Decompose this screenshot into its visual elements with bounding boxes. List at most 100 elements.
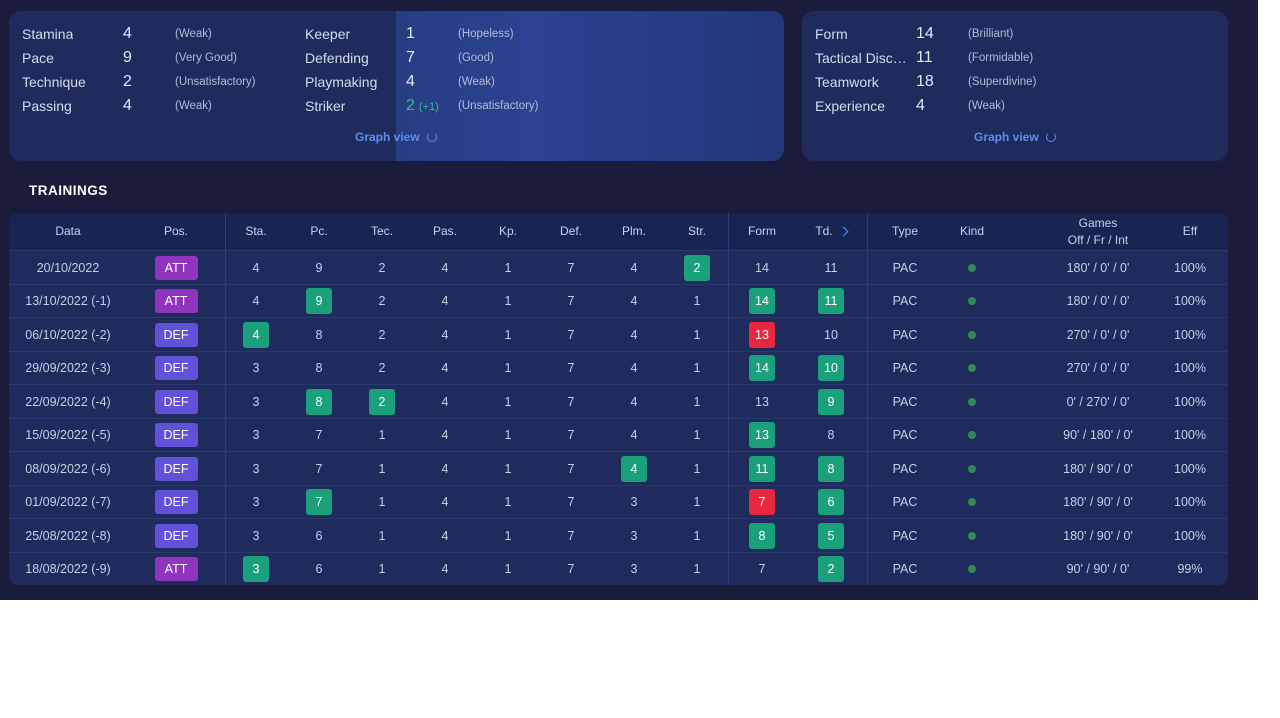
cell-value: 7	[567, 528, 575, 543]
table-row[interactable]: 06/10/2022 (-2) DEF 4 8 2 4 1 7 4 1 13 10 PAC 270' / …	[9, 317, 1228, 351]
column-header-def[interactable]: Def.	[536, 213, 606, 250]
table-row[interactable]: 29/09/2022 (-3) DEF 3 8 2 4 1 7 4 1 14 10 PAC 270' / …	[9, 350, 1228, 385]
cell-td: 8	[796, 419, 866, 452]
increase-badge: 9	[818, 388, 844, 415]
column-header-eff[interactable]: Eff	[1155, 213, 1225, 250]
cell-value: 99%	[1177, 562, 1203, 576]
cell-kp: 1	[473, 352, 543, 385]
form-graph-view-link[interactable]: Graph view	[974, 130, 1056, 144]
cell-value: 7	[567, 260, 575, 275]
cell-games: 180' / 90' / 0'	[1033, 452, 1163, 485]
form-row: Teamwork 18 (Superdivine)	[815, 70, 1075, 94]
skill-value: 4	[406, 73, 415, 90]
cell-type: PAC	[870, 519, 940, 552]
cell-value: 1	[378, 495, 386, 509]
cell-games: 180' / 90' / 0'	[1033, 519, 1163, 552]
header-label: Eff	[1182, 224, 1198, 238]
form-panel: Form 14 (Brilliant) Tactical Discipline 11 (F…	[802, 11, 1228, 161]
skill-value: 7	[406, 49, 415, 66]
column-header-games[interactable]: Games Off / Fr / Int	[1033, 213, 1163, 250]
skill-value: 1	[406, 25, 415, 42]
cell-value: 2	[378, 327, 386, 342]
increase-badge: 11	[818, 288, 844, 314]
cell-eff: 100%	[1155, 385, 1225, 418]
cell-value: 1	[693, 394, 701, 409]
cell-value: 14	[755, 260, 769, 275]
skill-row: Striker 2 (+1) (Unsatisfactory)	[305, 94, 565, 118]
cell-type: PAC	[870, 553, 940, 586]
column-header-date[interactable]: Data	[13, 213, 123, 250]
column-header-plm[interactable]: Plm.	[599, 213, 669, 250]
kind-status-dot	[968, 498, 976, 506]
form-stat-description: (Formidable)	[968, 52, 1034, 64]
skill-value: 4	[123, 97, 132, 114]
cell-value: 4	[441, 528, 449, 543]
cell-value: PAC	[892, 528, 918, 543]
column-header-td[interactable]: Td.	[796, 213, 866, 250]
cell-type: PAC	[870, 419, 940, 452]
cell-value: 4	[441, 461, 449, 476]
cell-pos: ATT	[141, 553, 211, 586]
skills-graph-view-link[interactable]: Graph view	[355, 130, 437, 144]
column-header-pc[interactable]: Pc.	[284, 213, 354, 250]
cell-games: 270' / 0' / 0'	[1033, 352, 1163, 385]
table-row[interactable]: 25/08/2022 (-8) DEF 3 6 1 4 1 7 3 1 8 5 PAC 180' / 90…	[9, 518, 1228, 552]
column-header-type[interactable]: Type	[870, 213, 940, 250]
cell-pas: 4	[410, 352, 480, 385]
cell-value: 3	[252, 361, 260, 375]
increase-badge: 14	[749, 288, 775, 314]
table-row[interactable]: 08/09/2022 (-6) DEF 3 7 1 4 1 7 4 1 11 8 PAC 180' / 9…	[9, 451, 1228, 485]
skill-value: 2 (+1)	[406, 97, 439, 114]
form-stat-value: 18	[916, 73, 934, 90]
cell-date: 13/10/2022 (-1)	[9, 285, 128, 318]
column-header-pos[interactable]: Pos.	[141, 213, 211, 250]
cell-def: 7	[536, 519, 606, 552]
column-header-form[interactable]: Form	[727, 213, 797, 250]
column-header-tec[interactable]: Tec.	[347, 213, 417, 250]
cell-tec: 1	[347, 519, 417, 552]
cell-value: 3	[252, 394, 260, 409]
cell-pc: 9	[284, 251, 354, 284]
position-badge: DEF	[154, 356, 198, 380]
cell-str: 1	[662, 519, 732, 552]
skill-description: (Hopeless)	[458, 28, 514, 40]
position-badge: DEF	[154, 490, 198, 514]
cell-tec: 1	[347, 452, 417, 485]
skill-row: Pace 9 (Very Good)	[22, 46, 282, 70]
cell-value: 1	[693, 294, 701, 308]
column-header-sta[interactable]: Sta.	[221, 213, 291, 250]
table-row[interactable]: 15/09/2022 (-5) DEF 3 7 1 4 1 7 4 1 13 8 PAC 90' / 18…	[9, 417, 1228, 452]
cell-date: 06/10/2022 (-2)	[9, 318, 128, 351]
cell-value: PAC	[892, 562, 918, 576]
cell-kp: 1	[473, 285, 543, 318]
table-row[interactable]: 01/09/2022 (-7) DEF 3 7 1 4 1 7 3 1 7 6 PAC 180' / 90…	[9, 484, 1228, 519]
skills-panel: Stamina 4 (Weak) Pace 9 (Very Good) Technique 2…	[9, 11, 784, 161]
trainings-title: TRAININGS	[29, 183, 108, 198]
increase-badge: 9	[306, 288, 332, 314]
cell-sta: 3	[221, 452, 291, 485]
cell-value: 1	[693, 562, 701, 576]
cell-value: 4	[441, 260, 449, 275]
cell-pc: 8	[284, 352, 354, 385]
column-header-kp[interactable]: Kp.	[473, 213, 543, 250]
cell-value: 2	[378, 361, 386, 375]
increase-badge: 8	[306, 388, 332, 415]
column-header-pas[interactable]: Pas.	[410, 213, 480, 250]
cell-sta: 3	[221, 352, 291, 385]
cell-value: 11	[824, 260, 838, 275]
cell-value: 1	[504, 327, 512, 342]
table-row[interactable]: 22/09/2022 (-4) DEF 3 8 2 4 1 7 4 1 13 9 PAC 0' / 270…	[9, 384, 1228, 418]
chevron-right-icon[interactable]	[838, 226, 849, 237]
cell-pas: 4	[410, 452, 480, 485]
graph-view-label: Graph view	[355, 130, 420, 144]
cell-value: 7	[567, 562, 575, 576]
table-row[interactable]: 18/08/2022 (-9) ATT 3 6 1 4 1 7 3 1 7 2 PAC 90' / 90'…	[9, 551, 1228, 586]
cell-games: 180' / 90' / 0'	[1033, 486, 1163, 519]
table-row[interactable]: 20/10/2022 ATT 4 9 2 4 1 7 4 2 14 11 PAC 180' / 0' / …	[9, 250, 1228, 284]
cell-value: 6	[315, 528, 323, 543]
cell-td: 10	[796, 352, 866, 385]
increase-badge: 4	[243, 321, 269, 348]
cell-value: 100%	[1174, 495, 1206, 509]
column-header-str[interactable]: Str.	[662, 213, 732, 250]
table-row[interactable]: 13/10/2022 (-1) ATT 4 9 2 4 1 7 4 1 14 11 PAC 180' / …	[9, 283, 1228, 318]
